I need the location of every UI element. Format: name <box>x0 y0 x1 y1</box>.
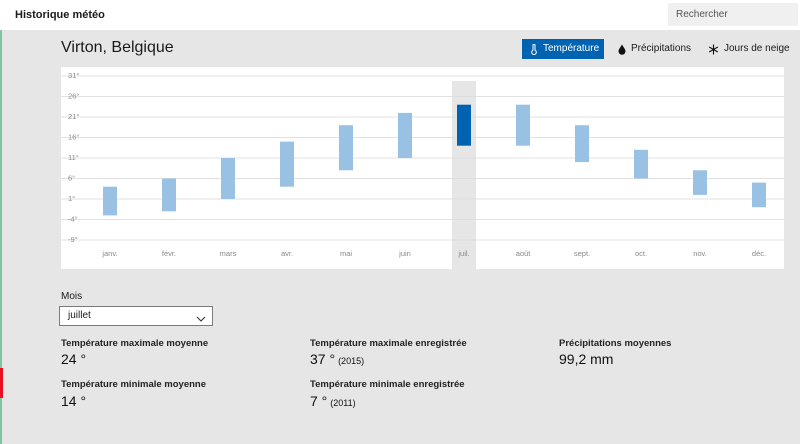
x-tick-label: mars <box>220 249 237 258</box>
x-tick-label: juin <box>398 249 411 258</box>
search-input[interactable] <box>668 3 798 26</box>
temp-range-bar-1[interactable] <box>103 186 117 216</box>
month-select-value: juillet <box>68 310 91 321</box>
app-title: Historique météo <box>15 9 105 21</box>
temp-range-bar-8[interactable] <box>516 104 530 146</box>
max-record-label: Température maximale enregistrée <box>310 338 467 349</box>
y-tick-label: 21° <box>68 112 79 121</box>
snowflake-icon <box>708 44 719 55</box>
min-record-label: Température minimale enregistrée <box>310 379 465 390</box>
y-tick-label: 1° <box>68 194 75 203</box>
month-select[interactable]: juillet <box>59 306 213 326</box>
y-tick-label: 31° <box>68 71 79 80</box>
tab-label: Température <box>543 43 600 54</box>
x-tick-label: oct. <box>635 249 647 258</box>
title-bar: Historique météo <box>0 0 800 30</box>
y-tick-label: 6° <box>68 174 75 183</box>
x-tick-label: sept. <box>574 249 590 258</box>
precip-value: 99,2 mm <box>559 351 614 367</box>
x-tick-label: janv. <box>101 249 117 258</box>
month-label: Mois <box>61 291 83 302</box>
max-record-year: (2015) <box>338 356 365 366</box>
tab-label: Jours de neige <box>724 43 790 54</box>
chevron-down-icon <box>196 312 206 330</box>
temp-range-bar-12[interactable] <box>752 182 766 208</box>
temp-range-bar-7[interactable] <box>457 104 471 146</box>
max-avg-label: Température maximale moyenne <box>61 338 209 349</box>
focus-indicator <box>0 368 3 398</box>
x-tick-label: déc. <box>752 249 766 258</box>
min-record-year: (2011) <box>330 398 356 408</box>
tab-label: Précipitations <box>631 43 692 54</box>
temp-range-bar-5[interactable] <box>339 125 353 171</box>
y-tick-label: 26° <box>68 92 79 101</box>
x-tick-label: août <box>516 249 532 258</box>
precip-label: Précipitations moyennes <box>559 338 672 349</box>
tab-precipitations[interactable]: Précipitations <box>610 39 694 59</box>
y-tick-label: -9° <box>68 235 78 244</box>
x-tick-label: févr. <box>162 249 176 258</box>
location-title: Virton, Belgique <box>61 39 174 56</box>
drop-icon <box>618 44 626 55</box>
temp-range-bar-6[interactable] <box>398 112 412 158</box>
temp-range-bar-3[interactable] <box>221 158 235 199</box>
min-avg-label: Température minimale moyenne <box>61 379 207 390</box>
min-record-temp: 7 ° <box>310 393 328 409</box>
max-record-value: 37 ° (2015) <box>310 351 364 367</box>
temp-range-bar-9[interactable] <box>575 125 589 163</box>
tab-temperature[interactable]: Température <box>522 39 604 59</box>
y-tick-label: 16° <box>68 133 79 142</box>
temperature-chart: 31° 26° 21° 16° 11° 6° 1° -4° -9° janv. févr. mars a… <box>61 67 784 269</box>
min-record-value: 7 ° (2011) <box>310 393 356 409</box>
min-avg-value: 14 ° <box>61 393 87 409</box>
temp-range-bar-4[interactable] <box>280 141 294 187</box>
temp-range-bar-10[interactable] <box>634 149 648 179</box>
x-tick-label: mai <box>340 249 352 258</box>
temp-range-bar-11[interactable] <box>693 170 707 195</box>
y-tick-label: -4° <box>68 215 78 224</box>
x-tick-label: juil. <box>457 249 469 258</box>
x-tick-label: nov. <box>693 249 707 258</box>
max-avg-value: 24 ° <box>61 351 87 367</box>
chart-svg: 31° 26° 21° 16° 11° 6° 1° -4° -9° janv. févr. mars a… <box>61 71 784 269</box>
thermometer-icon <box>530 43 538 55</box>
x-tick-label: avr. <box>281 249 293 258</box>
max-record-temp: 37 ° <box>310 351 336 367</box>
y-tick-label: 11° <box>68 153 79 162</box>
window-border <box>0 0 2 444</box>
tab-snow-days[interactable]: Jours de neige <box>700 39 790 59</box>
temp-range-bar-2[interactable] <box>162 178 176 212</box>
